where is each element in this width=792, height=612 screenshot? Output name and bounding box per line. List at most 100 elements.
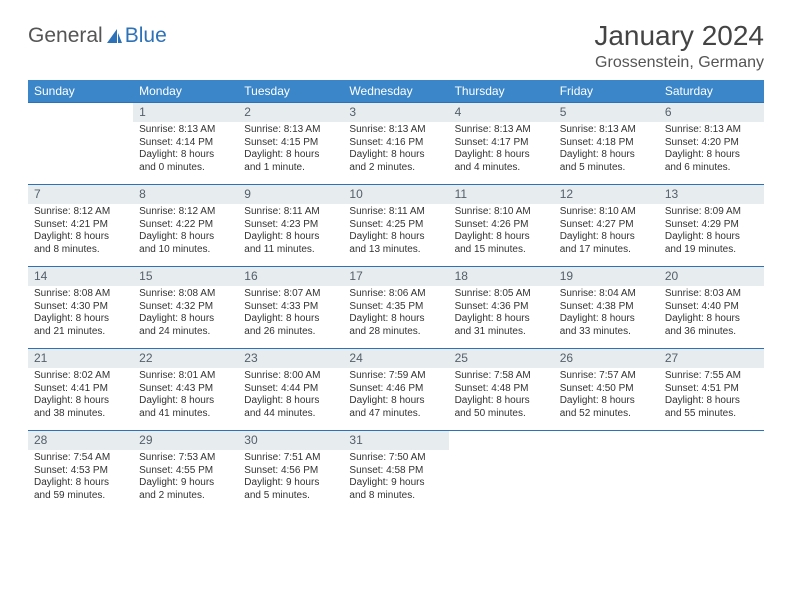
logo-sail-icon <box>105 27 123 45</box>
sunrise-text: Sunrise: 8:00 AM <box>244 370 337 383</box>
day-body: Sunrise: 7:51 AMSunset: 4:56 PMDaylight:… <box>238 450 343 512</box>
empty-day-body <box>449 448 554 506</box>
daylight-text: Daylight: 8 hours and 15 minutes. <box>455 231 548 256</box>
calendar-cell: 23Sunrise: 8:00 AMSunset: 4:44 PMDayligh… <box>238 348 343 430</box>
daylight-text: Daylight: 8 hours and 28 minutes. <box>349 313 442 338</box>
day-body: Sunrise: 8:01 AMSunset: 4:43 PMDaylight:… <box>133 368 238 430</box>
day-number: 13 <box>659 184 764 204</box>
sunrise-text: Sunrise: 8:10 AM <box>455 206 548 219</box>
weekday-header: Saturday <box>659 80 764 102</box>
day-number: 11 <box>449 184 554 204</box>
daylight-text: Daylight: 8 hours and 52 minutes. <box>560 395 653 420</box>
logo: GeneralBlue <box>28 24 167 48</box>
sunset-text: Sunset: 4:38 PM <box>560 301 653 314</box>
sunset-text: Sunset: 4:22 PM <box>139 219 232 232</box>
calendar-body: 1Sunrise: 8:13 AMSunset: 4:14 PMDaylight… <box>28 102 764 512</box>
calendar-cell: 4Sunrise: 8:13 AMSunset: 4:17 PMDaylight… <box>449 102 554 184</box>
daylight-text: Daylight: 8 hours and 21 minutes. <box>34 313 127 338</box>
day-number: 18 <box>449 266 554 286</box>
sunset-text: Sunset: 4:25 PM <box>349 219 442 232</box>
sunset-text: Sunset: 4:23 PM <box>244 219 337 232</box>
daylight-text: Daylight: 8 hours and 2 minutes. <box>349 149 442 174</box>
day-number: 31 <box>343 430 448 450</box>
calendar-cell: 3Sunrise: 8:13 AMSunset: 4:16 PMDaylight… <box>343 102 448 184</box>
day-body: Sunrise: 8:05 AMSunset: 4:36 PMDaylight:… <box>449 286 554 348</box>
daylight-text: Daylight: 8 hours and 31 minutes. <box>455 313 548 338</box>
sunrise-text: Sunrise: 8:13 AM <box>349 124 442 137</box>
daylight-text: Daylight: 8 hours and 11 minutes. <box>244 231 337 256</box>
sunrise-text: Sunrise: 7:51 AM <box>244 452 337 465</box>
weekday-header: Tuesday <box>238 80 343 102</box>
day-number: 30 <box>238 430 343 450</box>
sunrise-text: Sunrise: 8:10 AM <box>560 206 653 219</box>
daylight-text: Daylight: 8 hours and 47 minutes. <box>349 395 442 420</box>
daylight-text: Daylight: 8 hours and 26 minutes. <box>244 313 337 338</box>
sunrise-text: Sunrise: 8:13 AM <box>665 124 758 137</box>
day-body: Sunrise: 8:13 AMSunset: 4:16 PMDaylight:… <box>343 122 448 184</box>
sunset-text: Sunset: 4:29 PM <box>665 219 758 232</box>
calendar-cell: 25Sunrise: 7:58 AMSunset: 4:48 PMDayligh… <box>449 348 554 430</box>
day-number: 12 <box>554 184 659 204</box>
day-number: 7 <box>28 184 133 204</box>
calendar-week-row: 28Sunrise: 7:54 AMSunset: 4:53 PMDayligh… <box>28 430 764 512</box>
day-body: Sunrise: 8:13 AMSunset: 4:18 PMDaylight:… <box>554 122 659 184</box>
day-number: 26 <box>554 348 659 368</box>
sunset-text: Sunset: 4:16 PM <box>349 137 442 150</box>
day-body: Sunrise: 8:08 AMSunset: 4:30 PMDaylight:… <box>28 286 133 348</box>
daylight-text: Daylight: 8 hours and 38 minutes. <box>34 395 127 420</box>
sunset-text: Sunset: 4:46 PM <box>349 383 442 396</box>
day-body: Sunrise: 7:58 AMSunset: 4:48 PMDaylight:… <box>449 368 554 430</box>
calendar-cell: 1Sunrise: 8:13 AMSunset: 4:14 PMDaylight… <box>133 102 238 184</box>
daylight-text: Daylight: 8 hours and 10 minutes. <box>139 231 232 256</box>
empty-day-body <box>28 120 133 178</box>
day-number: 4 <box>449 102 554 122</box>
empty-day-body <box>659 448 764 506</box>
sunset-text: Sunset: 4:20 PM <box>665 137 758 150</box>
sunset-text: Sunset: 4:18 PM <box>560 137 653 150</box>
day-number: 21 <box>28 348 133 368</box>
day-number: 23 <box>238 348 343 368</box>
sunset-text: Sunset: 4:14 PM <box>139 137 232 150</box>
sunset-text: Sunset: 4:50 PM <box>560 383 653 396</box>
sunrise-text: Sunrise: 8:03 AM <box>665 288 758 301</box>
daylight-text: Daylight: 8 hours and 4 minutes. <box>455 149 548 174</box>
day-body: Sunrise: 8:00 AMSunset: 4:44 PMDaylight:… <box>238 368 343 430</box>
sunset-text: Sunset: 4:53 PM <box>34 465 127 478</box>
day-number: 29 <box>133 430 238 450</box>
daylight-text: Daylight: 8 hours and 59 minutes. <box>34 477 127 502</box>
sunset-text: Sunset: 4:21 PM <box>34 219 127 232</box>
day-number: 17 <box>343 266 448 286</box>
calendar-week-row: 14Sunrise: 8:08 AMSunset: 4:30 PMDayligh… <box>28 266 764 348</box>
weekday-header: Sunday <box>28 80 133 102</box>
sunrise-text: Sunrise: 7:50 AM <box>349 452 442 465</box>
sunrise-text: Sunrise: 8:01 AM <box>139 370 232 383</box>
day-number: 22 <box>133 348 238 368</box>
empty-day-body <box>554 448 659 506</box>
day-body: Sunrise: 8:13 AMSunset: 4:14 PMDaylight:… <box>133 122 238 184</box>
calendar-cell: 19Sunrise: 8:04 AMSunset: 4:38 PMDayligh… <box>554 266 659 348</box>
calendar-week-row: 21Sunrise: 8:02 AMSunset: 4:41 PMDayligh… <box>28 348 764 430</box>
weekday-header: Thursday <box>449 80 554 102</box>
day-number: 1 <box>133 102 238 122</box>
calendar-cell: 17Sunrise: 8:06 AMSunset: 4:35 PMDayligh… <box>343 266 448 348</box>
sunrise-text: Sunrise: 8:07 AM <box>244 288 337 301</box>
calendar-cell: 27Sunrise: 7:55 AMSunset: 4:51 PMDayligh… <box>659 348 764 430</box>
day-body: Sunrise: 7:50 AMSunset: 4:58 PMDaylight:… <box>343 450 448 512</box>
sunrise-text: Sunrise: 8:05 AM <box>455 288 548 301</box>
calendar-cell <box>28 102 133 184</box>
sunrise-text: Sunrise: 8:08 AM <box>34 288 127 301</box>
daylight-text: Daylight: 8 hours and 33 minutes. <box>560 313 653 338</box>
daylight-text: Daylight: 9 hours and 5 minutes. <box>244 477 337 502</box>
sunrise-text: Sunrise: 8:13 AM <box>455 124 548 137</box>
day-body: Sunrise: 8:02 AMSunset: 4:41 PMDaylight:… <box>28 368 133 430</box>
calendar-cell <box>659 430 764 512</box>
empty-day-bar <box>659 430 764 448</box>
sunset-text: Sunset: 4:35 PM <box>349 301 442 314</box>
sunset-text: Sunset: 4:56 PM <box>244 465 337 478</box>
calendar-cell: 7Sunrise: 8:12 AMSunset: 4:21 PMDaylight… <box>28 184 133 266</box>
day-number: 6 <box>659 102 764 122</box>
day-body: Sunrise: 8:07 AMSunset: 4:33 PMDaylight:… <box>238 286 343 348</box>
weekday-header: Wednesday <box>343 80 448 102</box>
daylight-text: Daylight: 8 hours and 13 minutes. <box>349 231 442 256</box>
sunset-text: Sunset: 4:30 PM <box>34 301 127 314</box>
